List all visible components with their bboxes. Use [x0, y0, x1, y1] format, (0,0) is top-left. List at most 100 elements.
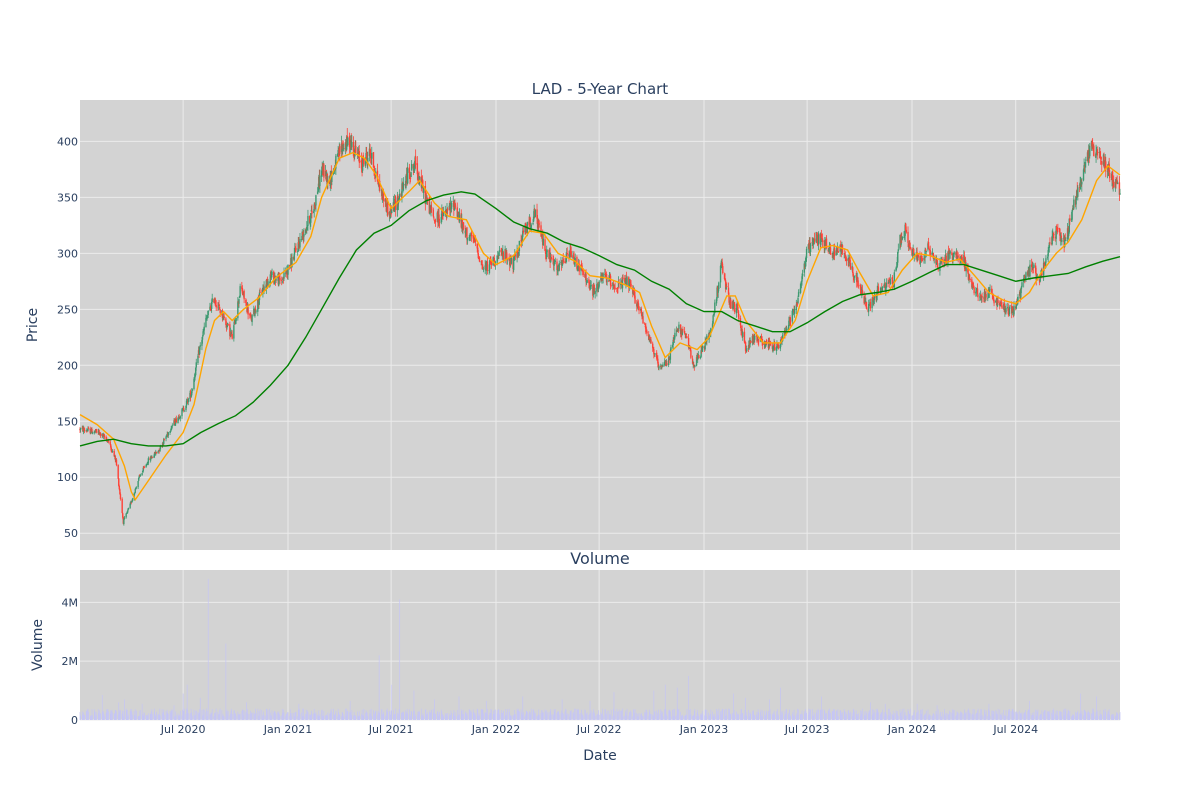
candle-body-up — [146, 464, 148, 465]
volume-bar — [479, 715, 480, 720]
volume-bar — [446, 713, 447, 720]
volume-bar — [174, 716, 176, 720]
volume-bar — [381, 709, 382, 720]
candle-body-up — [960, 256, 962, 259]
volume-bar — [497, 713, 499, 720]
volume-bar — [1004, 715, 1006, 720]
volume-bar — [708, 712, 709, 720]
volume-bar — [325, 715, 326, 720]
candle-body-up — [701, 348, 703, 351]
volume-bar — [213, 716, 215, 720]
volume-bar — [988, 703, 990, 720]
candle-body-up — [702, 346, 704, 349]
volume-bar — [800, 714, 802, 720]
volume-bar — [366, 712, 367, 720]
volume-bar — [717, 710, 719, 720]
candle-body-up — [303, 233, 305, 237]
volume-bar — [526, 710, 528, 720]
candle-body-up — [163, 438, 165, 444]
candle-body-up — [485, 263, 488, 271]
volume-bar — [1080, 693, 1082, 720]
volume-bar — [245, 711, 247, 720]
volume-bar — [782, 713, 783, 720]
volume-bar — [402, 711, 403, 720]
candle-body-up — [522, 230, 524, 237]
volume-bar — [989, 715, 991, 720]
volume-bar — [511, 715, 512, 720]
volume-bar — [851, 712, 853, 720]
volume-bar — [297, 716, 299, 720]
volume-bar — [202, 709, 204, 720]
candle-body-up — [904, 224, 906, 236]
volume-bar — [684, 714, 686, 720]
volume-bar — [1032, 715, 1034, 720]
candle-body-down — [660, 365, 662, 367]
volume-bar — [289, 715, 291, 720]
volume-bar — [589, 700, 591, 720]
volume-bar — [960, 711, 961, 720]
candle-body-down — [369, 148, 371, 154]
volume-bar — [509, 711, 511, 720]
volume-bar — [1083, 709, 1085, 720]
volume-bar — [972, 713, 973, 720]
volume-bar — [399, 599, 401, 720]
volume-bar — [315, 714, 316, 720]
candle-body-up — [1089, 146, 1091, 157]
volume-bar — [884, 716, 885, 720]
volume-bar — [880, 712, 882, 720]
volume-bar — [949, 712, 951, 720]
candle-body-down — [624, 277, 626, 283]
price-y-tick-label: 150 — [57, 415, 78, 428]
volume-bar — [793, 715, 794, 720]
candle-body-down — [477, 247, 479, 253]
volume-bar — [858, 713, 859, 720]
volume-bar — [985, 710, 987, 720]
volume-bar — [953, 709, 955, 720]
volume-bar — [842, 712, 843, 720]
volume-bar — [365, 713, 366, 720]
candle-body-down — [245, 299, 247, 303]
candle-body-down — [928, 248, 930, 250]
volume-bar — [839, 710, 841, 720]
candle-body-down — [155, 452, 158, 453]
volume-bar — [523, 712, 524, 720]
candle-body-down — [628, 277, 630, 288]
volume-bar — [973, 709, 975, 720]
volume-bar — [873, 709, 875, 720]
candle-body-down — [840, 244, 842, 247]
candle-body-down — [724, 278, 726, 280]
volume-bar — [597, 713, 599, 720]
volume-bar — [807, 714, 809, 720]
candle-body-down — [562, 258, 564, 263]
volume-bar — [637, 714, 639, 720]
candle-body-up — [673, 337, 676, 340]
volume-bar — [144, 712, 145, 720]
volume-bar — [425, 709, 427, 720]
volume-bar — [1031, 715, 1033, 720]
volume-bar — [860, 710, 862, 720]
volume-bar — [838, 716, 839, 720]
volume-bar — [519, 711, 520, 720]
volume-bar — [802, 714, 803, 720]
volume-bar — [557, 712, 559, 720]
candle-body-up — [291, 257, 293, 268]
candle-body-down — [891, 280, 894, 286]
volume-y-tick-label: 0 — [71, 714, 78, 727]
volume-bar — [896, 713, 897, 720]
volume-bar — [428, 712, 430, 720]
volume-bar — [648, 715, 650, 720]
volume-bar — [661, 710, 663, 720]
volume-bar — [178, 716, 180, 720]
volume-bar — [593, 709, 594, 720]
candle-body-down — [377, 180, 379, 185]
volume-bar — [239, 713, 241, 720]
volume-bar — [122, 716, 124, 720]
volume-bar — [770, 714, 772, 720]
volume-bar — [222, 715, 223, 720]
candle-body-up — [952, 252, 955, 258]
volume-bar — [868, 710, 870, 720]
volume-bar — [1019, 710, 1021, 720]
volume-bar — [131, 711, 133, 720]
